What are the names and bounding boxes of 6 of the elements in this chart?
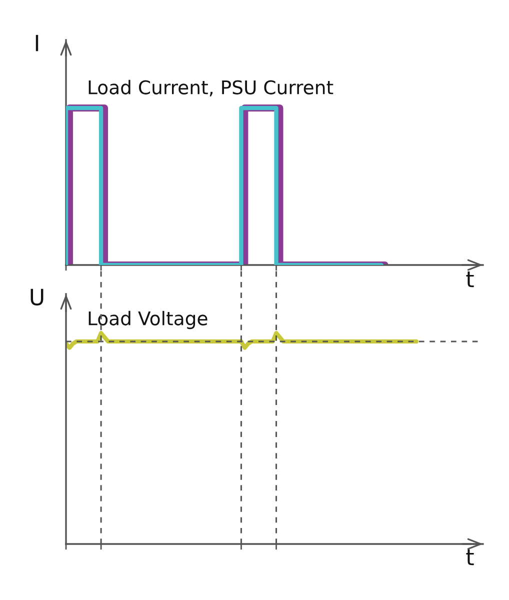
- y-axis-title: I: [36, 34, 38, 52]
- x-axis-title: t: [466, 272, 474, 288]
- x-axis-title: t: [466, 550, 474, 566]
- y-axis-title: U: [30, 288, 44, 306]
- text: Load Voltage: [88, 310, 208, 330]
- text: Load Current, PSU Current: [88, 80, 334, 96]
